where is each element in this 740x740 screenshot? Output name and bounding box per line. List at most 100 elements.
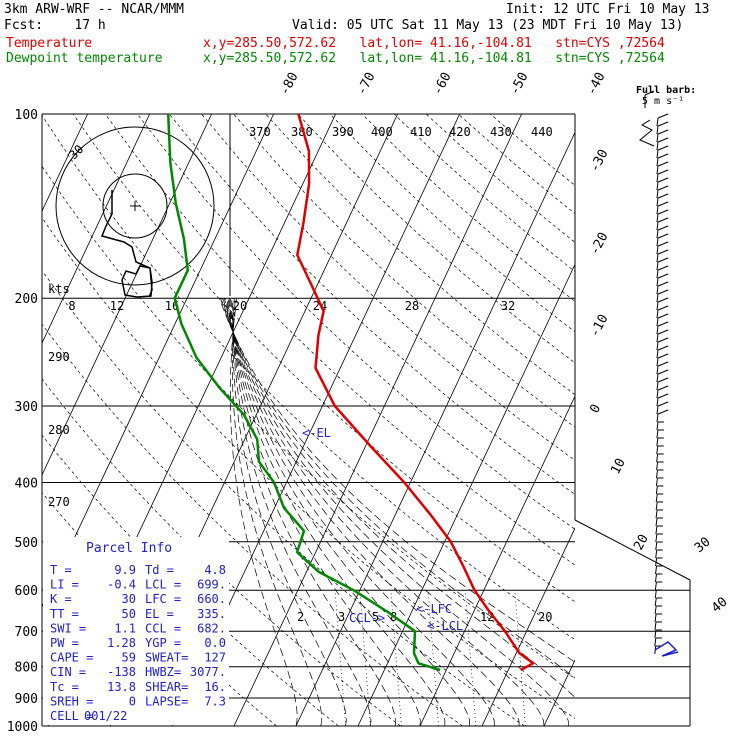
parcel-info-title: Parcel Info [86,541,172,556]
moist-adiabat [220,298,575,679]
hodograph-speed-label: 8 [68,299,75,313]
wind-barb [654,629,662,639]
hodograph-ring [102,173,168,239]
wind-barb-feather [657,129,669,135]
parcel-info-value: 335. [197,607,226,621]
wind-barb-staff [656,253,659,263]
pressure-label-700: 700 [15,625,38,640]
parcel-info-value: 0 [129,694,136,708]
parcel-info-box: Parcel Info T = 9.9 Td = 4.8 LI = -0.4 LCL = 699… [43,537,229,725]
wind-barb [656,273,669,287]
wind-barb-feather [657,377,669,383]
wind-barb [655,493,664,503]
wind-barb [654,613,663,623]
wind-barb-staff [654,573,657,583]
wind-barb-feather [657,145,669,151]
parcel-info-value: 3077. [190,665,226,679]
wind-barb [655,541,663,551]
wind-barb-feather [657,329,669,335]
isotherm-label: -10 [587,312,611,340]
dry-adiabat [72,114,575,603]
pressure-label-900: 900 [15,692,38,707]
wind-barb-staff [656,181,659,191]
parcel-info-key: SHEAR= [145,680,188,694]
theta-label: 410 [410,125,432,139]
isotherm-line [295,131,575,726]
pressure-label-100: 100 [15,108,38,123]
isotherm-label: 20 [631,532,652,553]
wind-barb-staff [655,509,658,519]
moist-adiabat [226,298,495,726]
wind-barb-feather [657,401,669,407]
wind-barb [656,401,669,415]
wind-barb-staff [656,453,659,463]
wind-barb-feather [657,209,669,215]
annotation-label: <-LFC [416,602,452,616]
dry-adiabat [457,114,575,214]
hodograph-speed-label: 12 [110,299,124,313]
wind-barb-staff [656,189,659,199]
wind-barb-staff [656,421,659,431]
wind-barbs: Full barb:5 m s⁻¹ [636,85,696,657]
parcel-info-key: CCL = [145,621,181,635]
wind-barb-staff [656,333,659,343]
moist-adiabat [230,298,421,726]
wind-barb [656,353,669,367]
profiles [166,114,535,672]
parcel-info-value: 1.1 [114,621,136,635]
parcel-info-key: LI = [50,578,79,592]
isotherm-line [42,114,213,476]
wind-barb-feather [657,313,669,319]
dry-adiabat [490,114,575,186]
wind-barb-feather [657,121,669,127]
right-axis-slant [574,519,691,581]
dewpoint-line [166,114,441,672]
parcel-info-value: 682. [197,621,226,635]
wind-barb [656,201,669,215]
isotherm-label: 0 [587,402,604,416]
wind-barb [656,329,669,343]
wind-barb-staff [656,285,659,295]
wind-barb [656,193,669,207]
theta-label: 290 [48,350,70,364]
hodograph-speed-label: 20 [233,299,247,313]
mixing-ratio-label: 20 [538,610,552,624]
mixing-ratio-line [464,590,477,726]
dry-adiabat [265,114,575,396]
hodograph-clip [55,126,215,286]
wind-barb-staff [656,437,659,447]
moist-adiabat [232,298,347,726]
wind-barb-feather [657,409,669,415]
wind-barb-staff [656,373,659,383]
wind-barb-staff [656,301,659,311]
annotation-label: <-EL [302,426,331,440]
wind-barb [654,621,662,631]
moist-adiabat [223,298,545,726]
wind-barb-feather [657,241,669,247]
parcel-info-value: 16. [204,680,226,694]
isotherm-label: 40 [709,595,731,617]
wind-barb [655,549,663,559]
init-time: Init: 12 UTC Fri 10 May 13 [506,2,710,17]
wind-barb-staff [656,157,659,167]
parcel-info-key: CAPE = [50,651,93,665]
wind-barb [656,445,664,455]
wind-barb-staff [654,597,657,607]
moist-adiabat [228,298,446,726]
wind-barb [656,369,669,383]
wind-barb-staff [655,533,658,543]
wind-barb [656,233,669,247]
wind-barb-feather [657,297,669,303]
wind-barb [656,337,669,351]
wind-barb-staff [656,341,659,351]
parcel-info-value: 59 [122,651,136,665]
wind-barb-feather [657,161,669,167]
wind-barb-staff [656,125,659,135]
parcel-info-key: PW = [50,636,79,650]
pressure-label-800: 800 [15,661,38,676]
wind-barb-staff [656,445,659,455]
wind-barb-staff [654,613,657,623]
wind-barb-staff [655,501,658,511]
wind-barb [656,249,669,263]
wind-barb [656,393,669,407]
